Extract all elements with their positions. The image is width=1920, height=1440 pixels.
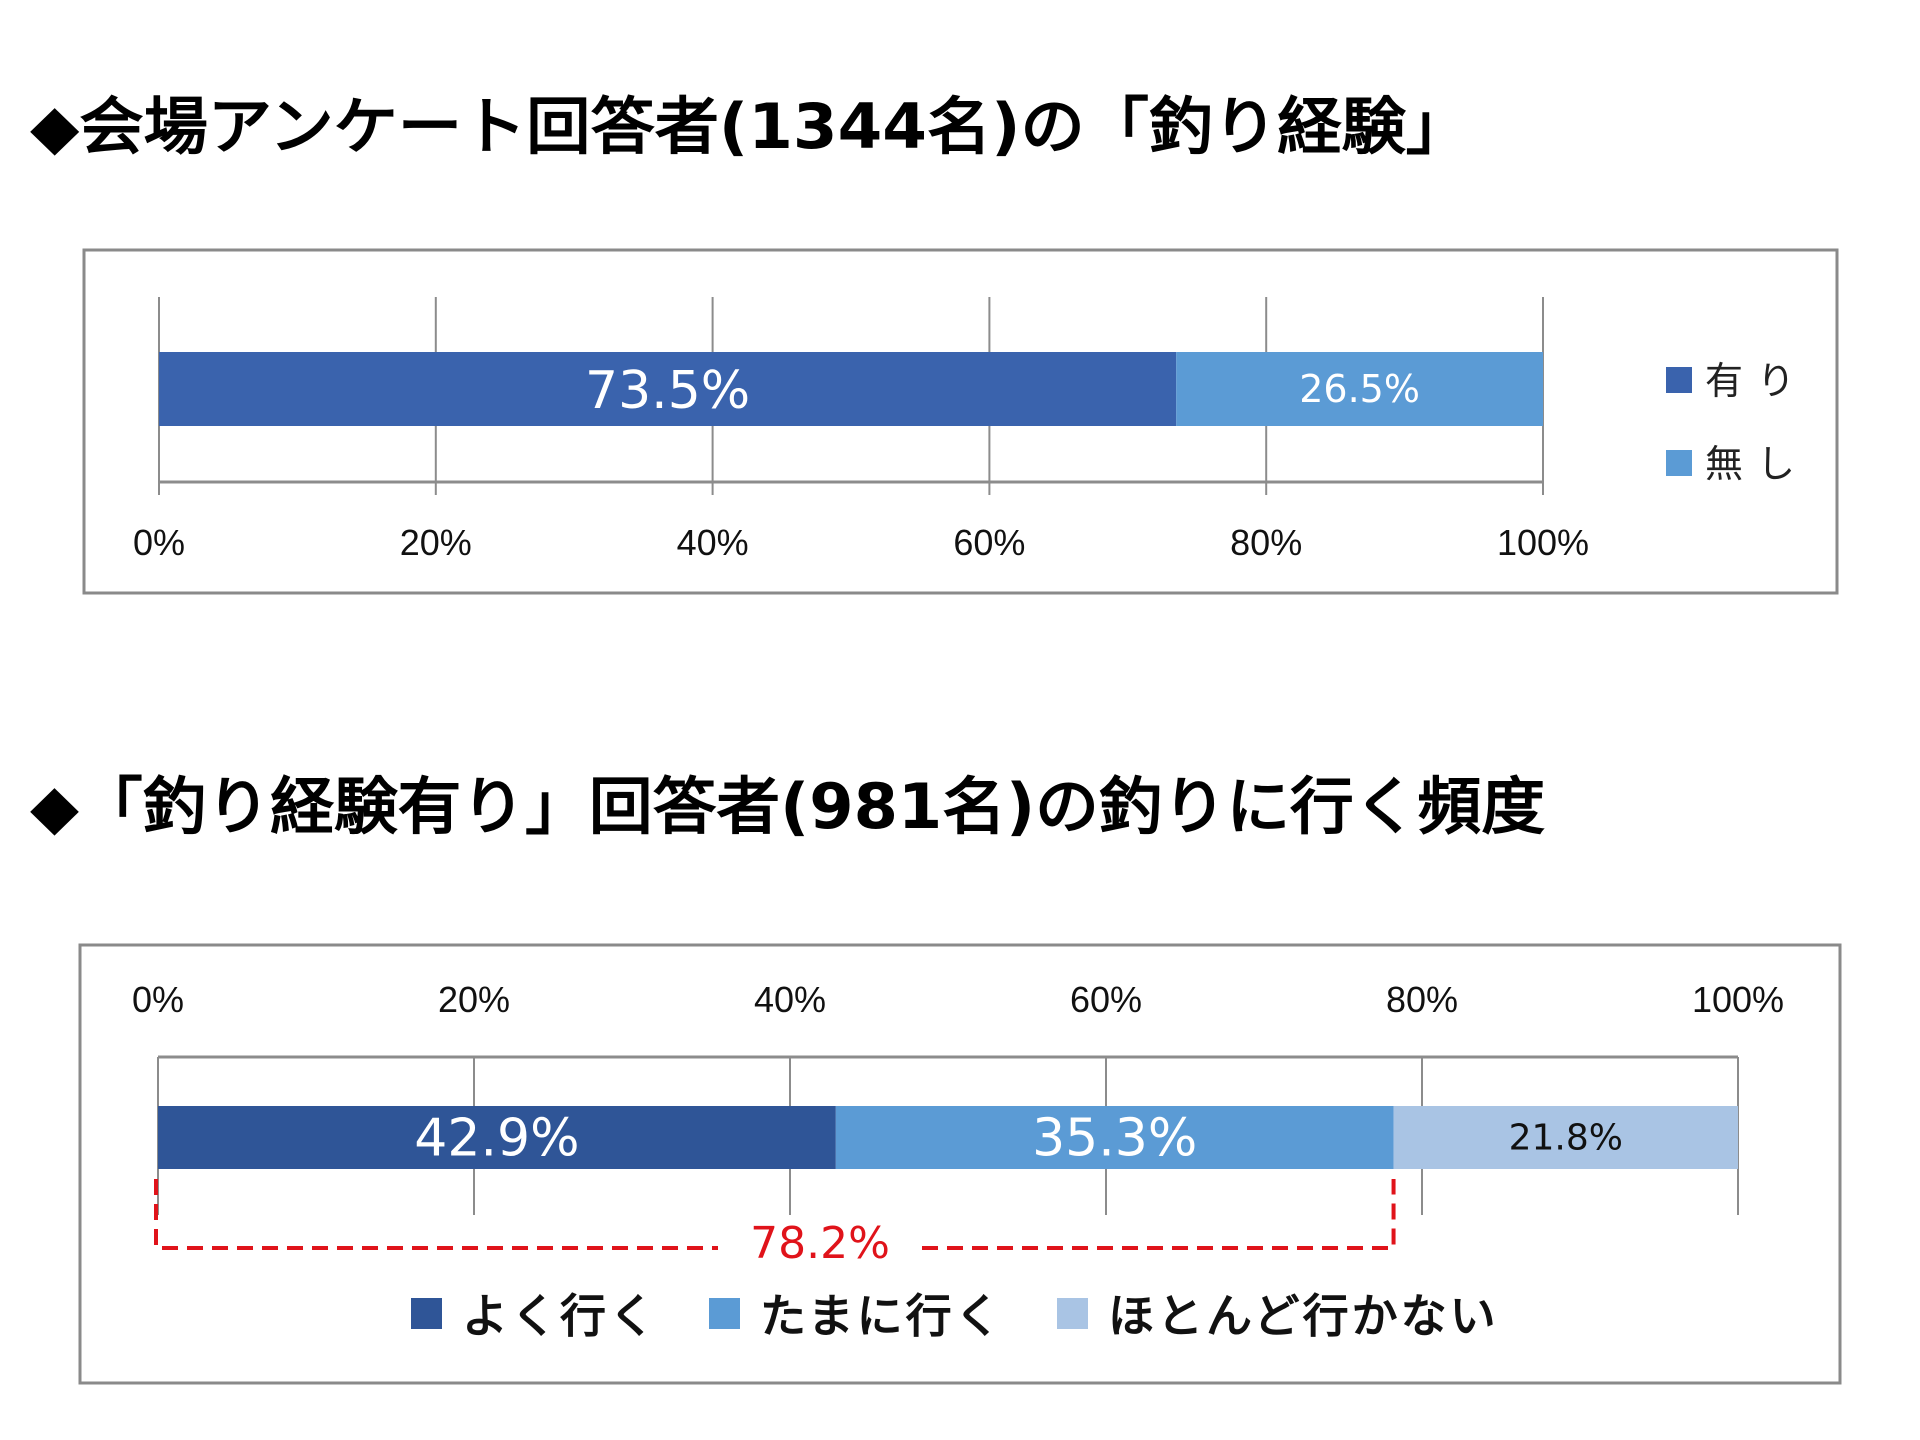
cumulative-percentage-label: 78.2% bbox=[750, 1218, 890, 1269]
chart-title-fishing-frequency: ◆「釣り経験有り」回答者(981名)の釣りに行く頻度 bbox=[30, 770, 1545, 843]
bar-segment-1 bbox=[158, 1106, 836, 1169]
tick-label: 40% bbox=[754, 979, 826, 1020]
tick-label: 80% bbox=[1230, 522, 1302, 563]
tick-label: 80% bbox=[1386, 979, 1458, 1020]
data-label: 21.8% bbox=[1509, 1118, 1623, 1159]
cumulative-bracket: 78.2% bbox=[154, 1179, 1396, 1269]
legend-label-sometimes: たまに行く bbox=[760, 1289, 1004, 1343]
legend-swatch-yes bbox=[1666, 367, 1692, 393]
data-label: 35.3% bbox=[1032, 1109, 1197, 1169]
bar-segment-1 bbox=[159, 352, 1177, 426]
bar-segment-2 bbox=[835, 1106, 1394, 1169]
legend-label-rarely: ほとんど行かない bbox=[1108, 1289, 1499, 1343]
tick-label: 100% bbox=[1692, 979, 1784, 1020]
bracket-right-line bbox=[922, 1179, 1396, 1250]
tick-label: 20% bbox=[438, 979, 510, 1020]
legend-label-no: 無し bbox=[1705, 442, 1809, 486]
chart-experience: 73.5% 26.5% 0% 20% 40% 60% 80% 100% 有り 無し bbox=[133, 297, 1809, 563]
tick-label: 0% bbox=[132, 979, 184, 1020]
chart-frequency: 42.9% 35.3% 21.8% 0% 20% 40% 60% 80% 100% 78.2%… bbox=[132, 979, 1784, 1343]
bar-segment-2 bbox=[1176, 352, 1543, 426]
legend-swatch-no bbox=[1666, 450, 1692, 476]
legend-swatch-sometimes bbox=[709, 1298, 740, 1329]
tick-label: 40% bbox=[677, 522, 749, 563]
legend-experience: 有り 無し bbox=[1666, 359, 1809, 486]
tick-label: 60% bbox=[953, 522, 1025, 563]
legend-label-often: よく行く bbox=[462, 1289, 658, 1343]
tick-label: 20% bbox=[400, 522, 472, 563]
data-label: 42.9% bbox=[414, 1109, 579, 1169]
legend-swatch-often bbox=[411, 1298, 442, 1329]
chart-title-fishing-experience: ◆会場アンケート回答者(1344名)の「釣り経験」 bbox=[30, 90, 1470, 163]
tick-label: 0% bbox=[133, 522, 185, 563]
bar-segment-3 bbox=[1393, 1106, 1738, 1169]
data-label: 73.5% bbox=[585, 361, 750, 421]
legend-frequency: よく行く たまに行く ほとんど行かない bbox=[411, 1289, 1499, 1343]
legend-label-yes: 有り bbox=[1705, 359, 1809, 403]
tick-label: 60% bbox=[1070, 979, 1142, 1020]
legend-swatch-rarely bbox=[1057, 1298, 1088, 1329]
tick-label: 100% bbox=[1497, 522, 1589, 563]
data-label: 26.5% bbox=[1299, 367, 1420, 411]
